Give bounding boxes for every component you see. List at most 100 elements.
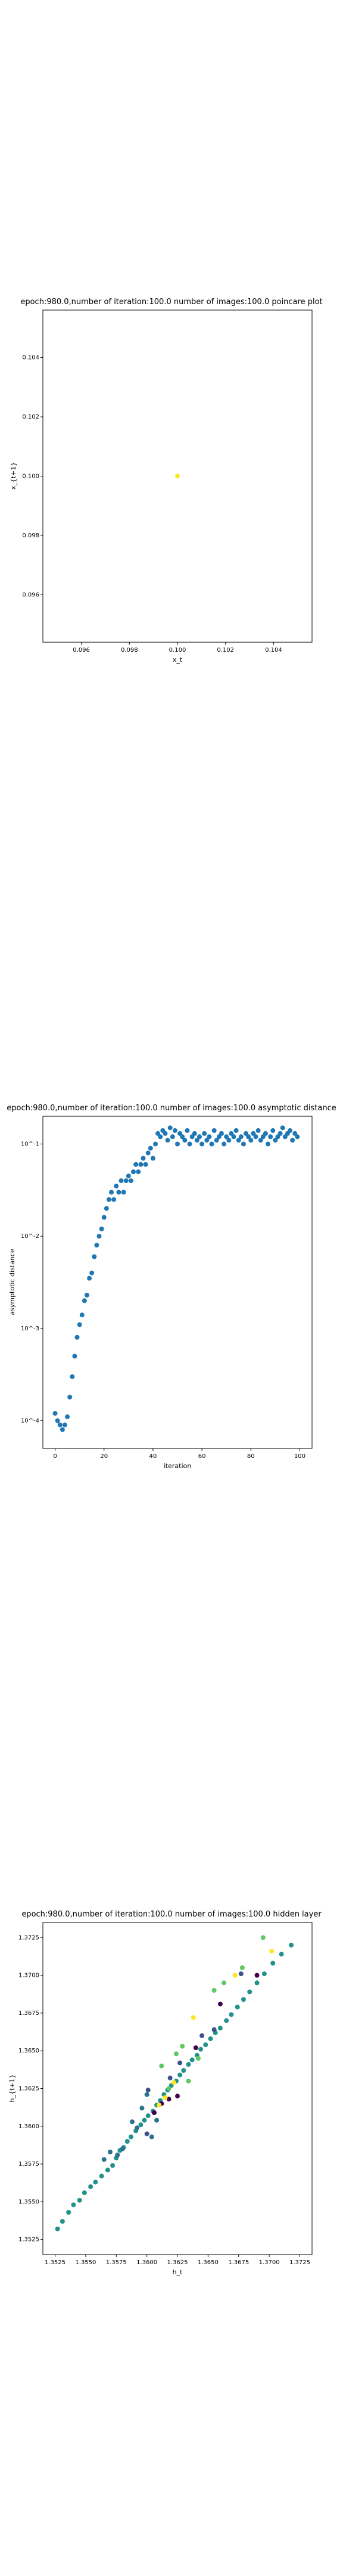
poincare-x-ticks: 0.096 0.098 0.100 0.102 0.104: [73, 642, 282, 654]
asymptotic-point: [153, 1141, 158, 1147]
asymptotic-point: [136, 1169, 141, 1175]
asymptotic-point: [67, 1394, 73, 1400]
asymptotic-point: [94, 1243, 99, 1248]
asymptotic-point: [141, 1156, 146, 1161]
asymptotic-point: [253, 1134, 258, 1140]
poincare-x-tick-label: 0.102: [217, 647, 234, 654]
poincare-chart: epoch:980.0,number of iteration:100.0 nu…: [10, 298, 323, 664]
asymptotic-point: [241, 1141, 246, 1147]
hidden-layer-y-ticks: 1.3725 1.3700 1.3675 1.3650 1.3625 1.3600 1.35…: [18, 1934, 43, 2243]
asymptotic-chart: epoch:980.0,number of iteration:100.0 nu…: [7, 1104, 336, 1470]
poincare-point: [175, 473, 180, 479]
asymptotic-x-tick-label: 80: [247, 1453, 255, 1460]
hidden-layer-y-tick-label: 1.3525: [18, 2237, 39, 2243]
asymptotic-point: [72, 1354, 77, 1359]
asymptotic-point: [131, 1169, 136, 1175]
hidden-layer-point: [128, 2134, 133, 2140]
asymptotic-point: [77, 1322, 82, 1327]
asymptotic-point: [238, 1134, 244, 1140]
hidden-layer-y-tick-label: 1.3625: [18, 2086, 39, 2092]
hidden-layer-x-tick-label: 1.3550: [75, 2259, 96, 2266]
hidden-layer-point: [154, 2117, 160, 2123]
asymptotic-point: [211, 1128, 217, 1133]
hidden-layer-x-tick-label: 1.3525: [45, 2259, 66, 2266]
hidden-layer-y-tick-label: 1.3725: [18, 1934, 39, 1941]
hidden-layer-x-tick-label: 1.3575: [106, 2259, 127, 2266]
hidden-layer-point: [71, 2202, 76, 2207]
hidden-layer-point: [149, 2134, 154, 2140]
hidden-layer-point: [203, 2042, 208, 2048]
asymptotic-point: [109, 1190, 114, 1195]
hidden-layer-point: [211, 1987, 217, 1993]
asymptotic-point: [133, 1162, 139, 1167]
poincare-y-ticks: 0.104 0.102 0.100 0.098 0.096: [22, 355, 43, 598]
poincare-x-tick-label: 0.104: [265, 647, 282, 654]
hidden-layer-point: [60, 2219, 65, 2224]
hidden-layer-point: [88, 2184, 93, 2190]
hidden-layer-point: [105, 2168, 110, 2173]
hidden-layer-point: [270, 1961, 276, 1966]
asymptotic-point: [187, 1141, 192, 1147]
hidden-layer-point: [77, 2197, 82, 2203]
asymptotic-point: [288, 1128, 293, 1133]
asymptotic-x-label: iteration: [164, 1462, 191, 1470]
hidden-layer-point: [217, 2026, 223, 2031]
hidden-layer-point: [129, 2119, 135, 2125]
hidden-layer-point: [163, 2095, 168, 2100]
asymptotic-point: [106, 1197, 111, 1202]
asymptotic-point: [57, 1422, 63, 1428]
asymptotic-point: [255, 1128, 261, 1133]
hidden-layer-plot-area: [42, 1922, 313, 2255]
asymptotic-point: [79, 1312, 85, 1318]
hidden-layer-point: [186, 2078, 191, 2083]
hidden-layer-point: [239, 1965, 245, 1970]
hidden-layer-point: [120, 2146, 125, 2151]
asymptotic-point: [148, 1145, 153, 1151]
asymptotic-x-tick-label: 100: [294, 1453, 305, 1460]
hidden-layer-point: [145, 2113, 151, 2119]
hidden-layer-y-tick-label: 1.3550: [18, 2199, 39, 2205]
asymptotic-point: [290, 1138, 295, 1143]
asymptotic-point: [92, 1254, 97, 1259]
asymptotic-point: [82, 1298, 87, 1304]
asymptotic-y-tick-label: 10^-3: [21, 1326, 39, 1332]
asymptotic-point: [55, 1418, 60, 1423]
asymptotic-point: [219, 1131, 224, 1136]
asymptotic-point: [246, 1134, 251, 1140]
hidden-layer-x-tick-label: 1.3650: [198, 2259, 219, 2266]
hidden-layer-point: [135, 2125, 140, 2131]
asymptotic-y-ticks: 10^-1 10^-2 10^-3 10^-4: [21, 1141, 43, 1424]
hidden-layer-point: [193, 2045, 198, 2051]
hidden-layer-point: [208, 2036, 213, 2041]
asymptotic-x-tick-label: 40: [149, 1453, 157, 1460]
hidden-layer-point: [211, 2027, 217, 2032]
asymptotic-point: [280, 1125, 285, 1131]
asymptotic-point: [150, 1156, 155, 1161]
asymptotic-point: [123, 1178, 129, 1184]
hidden-layer-point: [199, 2033, 205, 2038]
asymptotic-point: [258, 1138, 263, 1143]
poincare-y-tick-label: 0.100: [22, 473, 39, 480]
asymptotic-point: [170, 1134, 175, 1140]
hidden-layer-y-label: h_{t+1}: [8, 2075, 16, 2103]
asymptotic-point: [89, 1270, 95, 1275]
asymptotic-y-label: asymptotic distance: [8, 1249, 16, 1315]
poincare-y-label: x_{t+1}: [10, 462, 17, 490]
hidden-layer-x-tick-label: 1.3625: [167, 2259, 188, 2266]
hidden-layer-point: [151, 2110, 157, 2116]
asymptotic-plot-area: [42, 1116, 313, 1449]
asymptotic-point: [114, 1184, 119, 1189]
asymptotic-point: [214, 1138, 219, 1143]
hidden-layer-point: [144, 2131, 149, 2137]
hidden-layer-point: [99, 2174, 104, 2179]
asymptotic-x-tick-label: 60: [198, 1453, 206, 1460]
hidden-layer-point: [224, 2018, 229, 2023]
hidden-layer-x-tick-label: 1.3725: [289, 2259, 310, 2266]
hidden-layer-chart: epoch:980.0,number of iteration:100.0 nu…: [8, 1910, 322, 2276]
hidden-layer-y-tick-label: 1.3650: [18, 2048, 39, 2054]
asymptotic-y-tick-label: 10^-4: [21, 1417, 39, 1424]
poincare-points: [175, 473, 180, 479]
hidden-layer-point: [229, 2012, 234, 2017]
hidden-layer-y-tick-label: 1.3675: [18, 2010, 39, 2017]
asymptotic-title: epoch:980.0,number of iteration:100.0 nu…: [7, 1104, 336, 1113]
